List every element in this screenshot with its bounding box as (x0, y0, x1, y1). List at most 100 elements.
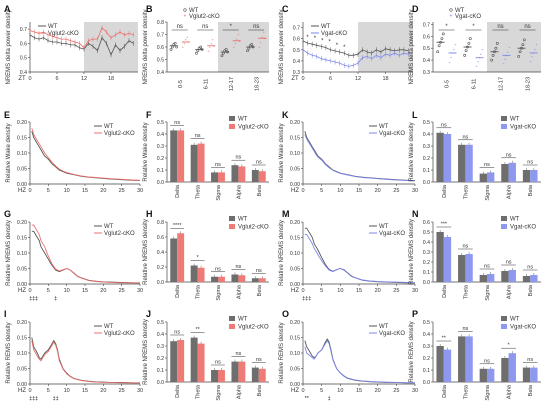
legend-swatch (229, 116, 235, 121)
data-point: + (233, 45, 236, 50)
legend-label: WT (104, 324, 114, 330)
panel-F: 0.0 0.1 0.2 0.3 0.4 0.5 Relative Wake density n… (143, 116, 269, 201)
significance-label: ns (462, 134, 468, 140)
x-tick-label: 10 (337, 388, 343, 394)
panel-letter: N (412, 209, 419, 219)
bar-WT (501, 358, 509, 382)
y-tick-label: 0.00 (17, 182, 27, 188)
x-tick-label: 18-23 (254, 77, 260, 91)
series-line-Vgat-cKO (304, 339, 415, 384)
y-axis-label: NREMS delta power density (6, 9, 12, 84)
x-tick-label: 12 (81, 76, 87, 82)
legend-swatch (501, 116, 507, 121)
bar-Vglut2-cKO (238, 361, 246, 382)
panel-letter: M (282, 209, 290, 219)
panel-L: 0.0 0.1 0.2 0.3 0.4 0.5 Relative Wake density n… (409, 116, 541, 201)
legend-swatch (501, 316, 507, 321)
bar-WT (170, 341, 178, 382)
y-tick-label: 0.20 (290, 320, 300, 326)
legend-label: WT (510, 117, 520, 123)
y-tick-label: 0.2 (423, 156, 430, 162)
dark-phase-shading (84, 22, 138, 72)
y-axis-label: Relative Wake density (409, 122, 415, 181)
y-tick-label: 0.3 (423, 344, 430, 350)
bar-Vgat-cKO (508, 270, 516, 282)
significance-label: ** (195, 327, 200, 333)
data-point: + (210, 41, 213, 46)
y-tick-label: 0.6 (423, 34, 430, 40)
panel-J: 0.0 0.1 0.2 0.3 0.4 0.5 Relative NREMS density… (143, 316, 269, 401)
legend-label: Vgat-cKO (510, 325, 536, 331)
y-tick-label: 0.05 (17, 267, 27, 273)
y-tick-label: 0.1 (423, 368, 430, 374)
significance-mark: * (343, 45, 346, 51)
bar-WT (458, 255, 466, 282)
bar-WT (190, 337, 198, 382)
legend-label: Vgat-cKO (321, 31, 347, 37)
y-tick-label: 0.5 (157, 120, 164, 126)
significance-label: ns (177, 24, 183, 30)
x-tick-label: 25 (393, 388, 399, 394)
data-point: + (534, 47, 537, 52)
legend-label: Vglut2-cKO (238, 225, 269, 231)
legend-label: Vglut2-cKO (104, 231, 135, 237)
legend-swatch (501, 324, 507, 329)
y-tick-label: 0.1 (157, 368, 164, 374)
bar-Vglut2-cKO (177, 130, 185, 182)
y-tick-label: 0.20 (17, 120, 27, 126)
data-point (246, 49, 249, 53)
significance-label: * (508, 343, 511, 349)
y-tick-label: 0.4 (157, 132, 164, 138)
x-tick-label: 5 (47, 188, 50, 194)
x-tick-label: Sigma (485, 384, 491, 401)
y-axis-label: Relative Wake density (143, 122, 149, 181)
x-tick-label: 20 (100, 188, 106, 194)
data-point: + (530, 59, 533, 64)
y-tick-label: 0.7 (20, 27, 27, 33)
legend-swatch (449, 8, 453, 12)
panel-letter: G (4, 209, 11, 219)
data-point (494, 46, 498, 50)
y-axis-label: Relative NREMS density (143, 219, 149, 285)
bar-Vglut2-cKO (218, 370, 225, 382)
x-tick-label: Delta (442, 184, 448, 198)
x-tick-label: 0 (28, 76, 31, 82)
y-tick-label: 0.10 (17, 351, 27, 357)
bar-Vgat-cKO (508, 162, 516, 182)
data-point (518, 50, 522, 54)
y-tick-label: 0.3 (423, 144, 430, 150)
significance-label: ns (174, 120, 180, 126)
data-point: + (535, 42, 538, 47)
y-tick-label: 0.5 (293, 48, 300, 54)
panel-N: 0.0 0.1 0.2 0.3 0.4 0.5 0.6 Relative NREMS dens… (409, 216, 541, 301)
y-tick-label: 0.10 (290, 151, 300, 157)
panel-letter: H (146, 209, 153, 219)
legend-swatch (229, 124, 235, 129)
panel-C: 0.3 0.4 0.5 0.6 0.7 NREMS delta power density… (279, 9, 413, 85)
data-point (173, 41, 177, 45)
data-point (522, 38, 526, 42)
x-axis-label: HZ (291, 188, 299, 194)
x-tick-label: 10 (64, 288, 70, 294)
y-tick-label: 0.2 (157, 156, 164, 162)
x-tick-label: 0 (301, 388, 304, 394)
legend-label: WT (104, 124, 114, 130)
series-line-WT (302, 40, 409, 56)
significance-label: ns (253, 24, 259, 30)
data-point: + (531, 54, 534, 59)
y-tick-label: 0.1 (423, 270, 430, 276)
x-tick-label: 0-5 (178, 80, 184, 88)
data-point: + (207, 48, 210, 53)
bar-Vgat-cKO (443, 349, 452, 382)
x-tick-label: 0 (28, 188, 31, 194)
x-axis-label: HZ (291, 288, 299, 294)
y-tick-label: 0.3 (423, 70, 430, 76)
x-tick-label: 30 (137, 288, 143, 294)
bar-WT (211, 370, 218, 382)
legend-swatch (229, 316, 235, 321)
bar-Vglut2-cKO (177, 340, 185, 382)
panel-P: 0.0 0.1 0.2 0.3 0.4 0.5 Relative REMS density *… (409, 316, 541, 401)
x-tick-label: Theta (463, 184, 469, 199)
x-tick-label: 5 (320, 288, 323, 294)
data-point (463, 53, 467, 57)
